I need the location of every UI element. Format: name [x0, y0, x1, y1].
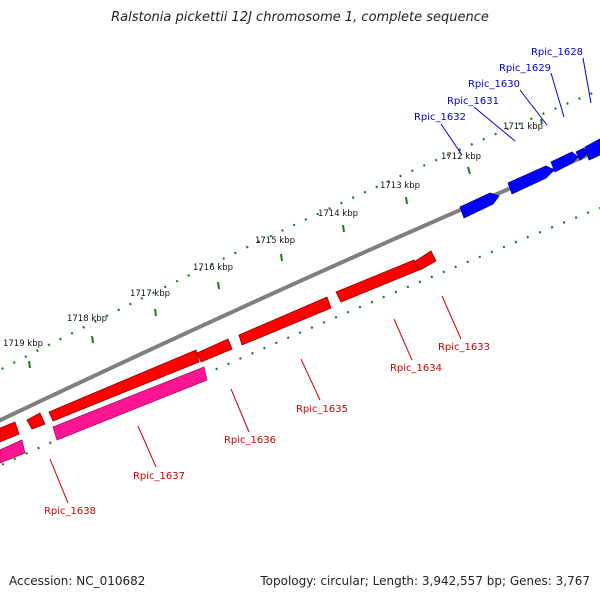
gene-arrow-rpic-1638[interactable]: [26, 412, 46, 430]
gene-label-rpic-1633[interactable]: Rpic_1633: [438, 342, 490, 353]
tick-label-1716: 1716 kbp: [193, 263, 233, 273]
tick-label-1711: 1711 kbp: [503, 122, 543, 132]
reverse-gene-track: [0, 250, 437, 443]
gene-label-rpic-1630[interactable]: Rpic_1630: [468, 79, 520, 90]
gene-label-rpic-1628[interactable]: Rpic_1628: [531, 47, 583, 58]
accession-text: Accession: NC_010682: [9, 574, 146, 588]
tick-label-1714: 1714 kbp: [318, 209, 358, 219]
gene-label-rpic-1636[interactable]: Rpic_1636: [224, 435, 276, 446]
gene-arrow-rpic-1636[interactable]: [196, 338, 233, 363]
gene-arrow-rpic-1628[interactable]: [584, 138, 600, 161]
gene-arrow-rpic-1631[interactable]: [507, 165, 555, 195]
pink-gene-track: [0, 366, 208, 464]
gene-label-rpic-1638[interactable]: Rpic_1638: [44, 506, 96, 517]
tick-label-1717: 1717 kbp: [130, 289, 170, 299]
gene-label-rpic-1637[interactable]: Rpic_1637: [133, 471, 185, 482]
gene-arrow-rpic-1630[interactable]: [550, 151, 579, 173]
major-ticks: [28, 118, 543, 369]
pink-gene-rpic-1637[interactable]: [52, 366, 208, 441]
forward-leader-lines: [440, 57, 592, 156]
gene-label-rpic-1632[interactable]: Rpic_1632: [414, 112, 466, 123]
gene-arrow-rpic-1637[interactable]: [48, 349, 200, 422]
tick-label-1713: 1713 kbp: [380, 181, 420, 191]
topology-text: Topology: circular; Length: 3,942,557 bp…: [260, 574, 590, 588]
pink-gene-rpic-1638[interactable]: [0, 439, 26, 464]
reverse-leader-lines: [49, 295, 462, 504]
gene-arrow-rpic-1632[interactable]: [459, 192, 500, 219]
tick-label-1715: 1715 kbp: [255, 236, 295, 246]
gene-arrow-rpic-1634[interactable]: [335, 259, 420, 303]
gene-label-rpic-1635[interactable]: Rpic_1635: [296, 404, 348, 415]
outer-tick-scale: [0, 88, 600, 372]
inner-tick-scale: [0, 206, 600, 467]
gene-label-rpic-1634[interactable]: Rpic_1634: [390, 363, 442, 374]
gene-label-rpic-1629[interactable]: Rpic_1629: [499, 63, 551, 74]
map-title: Ralstonia pickettii 12J chromosome 1, co…: [111, 10, 489, 25]
chromosome-backbone: [0, 148, 600, 423]
tick-label-1719: 1719 kbp: [3, 339, 43, 349]
gene-arrow-rpic-1639[interactable]: [0, 421, 20, 443]
gene-arrow-rpic-1635[interactable]: [238, 296, 332, 346]
gene-label-rpic-1631[interactable]: Rpic_1631: [447, 96, 499, 107]
tick-label-1712: 1712 kbp: [441, 152, 481, 162]
forward-gene-track: [459, 138, 600, 219]
tick-label-1718: 1718 kbp: [67, 314, 107, 324]
